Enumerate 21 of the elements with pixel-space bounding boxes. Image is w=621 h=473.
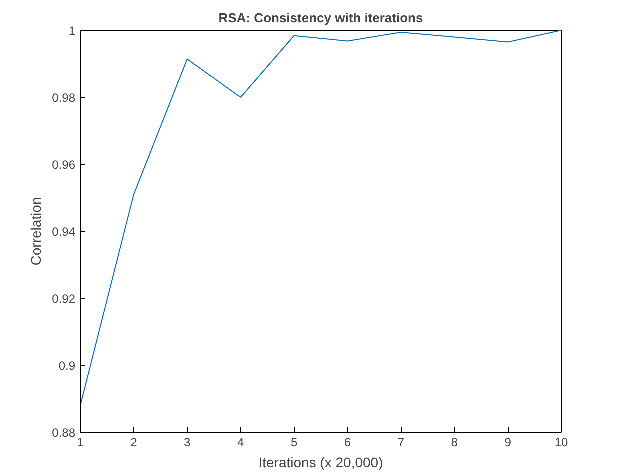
x-tick-label: 4: [237, 436, 244, 450]
line-series: [80, 30, 562, 406]
x-tick-label: 9: [504, 436, 512, 450]
y-tick-label: 0.94: [52, 225, 76, 239]
y-tick-label: 0.9: [58, 359, 76, 373]
x-tick-label: 2: [130, 436, 138, 450]
x-tick-label: 5: [290, 436, 298, 450]
y-tick-label: 0.98: [52, 91, 76, 105]
x-tick-label: 3: [184, 436, 192, 450]
y-tick-label: 0.88: [52, 426, 76, 440]
x-tick-label: 7: [398, 436, 405, 450]
x-tick-label: 1: [77, 436, 84, 450]
x-tick-label: 10: [554, 436, 568, 450]
y-tick-label: 0.96: [52, 158, 76, 172]
x-axis-title: Iterations (x 20,000): [258, 454, 384, 470]
y-axis-title: Correlation: [28, 197, 44, 266]
chart-title: RSA: Consistency with iterations: [218, 10, 424, 26]
y-tick-label: 1: [68, 24, 76, 38]
x-tick-label: 6: [344, 436, 352, 450]
y-tick-label: 0.92: [52, 292, 76, 306]
x-tick-label: 8: [451, 436, 458, 450]
